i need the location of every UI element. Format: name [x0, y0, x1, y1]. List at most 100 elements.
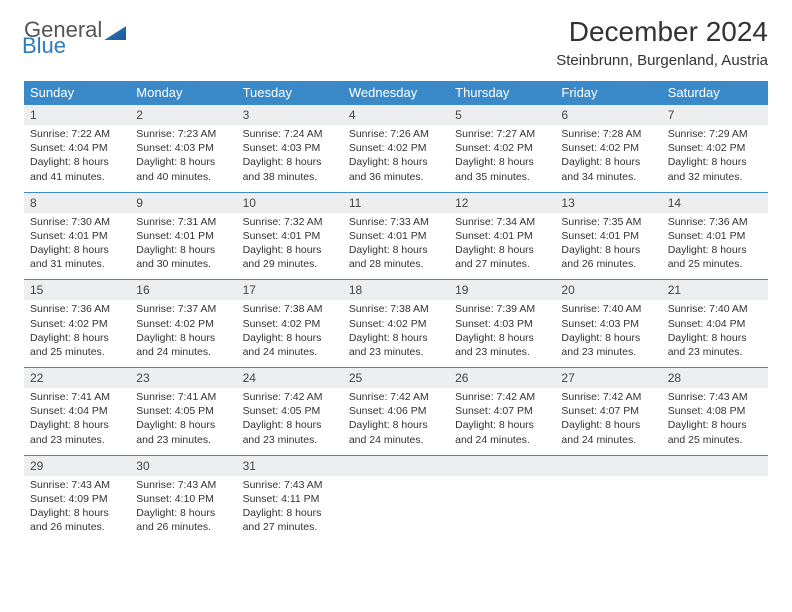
sunrise-line: Sunrise: 7:42 AM — [455, 390, 549, 404]
sunrise-line: Sunrise: 7:37 AM — [136, 302, 230, 316]
day-number: 26 — [449, 368, 555, 388]
day-number: 31 — [237, 456, 343, 476]
day-number: 16 — [130, 280, 236, 300]
sunset-line: Sunset: 4:02 PM — [561, 141, 655, 155]
day-info-cell: Sunrise: 7:40 AMSunset: 4:04 PMDaylight:… — [662, 300, 768, 367]
sunset-line: Sunset: 4:03 PM — [243, 141, 337, 155]
daylight-line: Daylight: 8 hours and 25 minutes. — [668, 418, 762, 446]
daylight-line: Daylight: 8 hours and 38 minutes. — [243, 155, 337, 183]
day-info-cell: Sunrise: 7:42 AMSunset: 4:05 PMDaylight:… — [237, 388, 343, 455]
sunset-line: Sunset: 4:01 PM — [136, 229, 230, 243]
day-number: 7 — [662, 105, 768, 125]
day-number-cell: 1 — [24, 105, 130, 126]
day-number-cell: 30 — [130, 455, 236, 476]
daylight-line: Daylight: 8 hours and 25 minutes. — [30, 331, 124, 359]
day-info-cell: Sunrise: 7:29 AMSunset: 4:02 PMDaylight:… — [662, 125, 768, 192]
daylight-line: Daylight: 8 hours and 25 minutes. — [668, 243, 762, 271]
day-number-cell: 25 — [343, 368, 449, 389]
day-info-cell: Sunrise: 7:23 AMSunset: 4:03 PMDaylight:… — [130, 125, 236, 192]
header: General Blue December 2024 Steinbrunn, B… — [24, 16, 768, 69]
daylight-line: Daylight: 8 hours and 23 minutes. — [243, 418, 337, 446]
day-number: 3 — [237, 105, 343, 125]
sunset-line: Sunset: 4:07 PM — [561, 404, 655, 418]
sunrise-line: Sunrise: 7:24 AM — [243, 127, 337, 141]
day-number-cell: 16 — [130, 280, 236, 301]
sunset-line: Sunset: 4:03 PM — [561, 317, 655, 331]
day-info-cell: Sunrise: 7:41 AMSunset: 4:05 PMDaylight:… — [130, 388, 236, 455]
brand-logo: General Blue — [24, 20, 126, 56]
calendar-table: Sunday Monday Tuesday Wednesday Thursday… — [24, 81, 768, 542]
daylight-line: Daylight: 8 hours and 23 minutes. — [30, 418, 124, 446]
sunrise-line: Sunrise: 7:27 AM — [455, 127, 549, 141]
day-number-row: 1234567 — [24, 105, 768, 126]
day-number-cell: 10 — [237, 192, 343, 213]
weekday-header: Sunday — [24, 81, 130, 105]
day-info-cell: Sunrise: 7:36 AMSunset: 4:01 PMDaylight:… — [662, 213, 768, 280]
day-number-cell: 21 — [662, 280, 768, 301]
sunrise-line: Sunrise: 7:35 AM — [561, 215, 655, 229]
weekday-header: Monday — [130, 81, 236, 105]
daylight-line: Daylight: 8 hours and 23 minutes. — [455, 331, 549, 359]
day-number-row: 293031 — [24, 455, 768, 476]
day-number-cell: 19 — [449, 280, 555, 301]
sunset-line: Sunset: 4:02 PM — [349, 141, 443, 155]
sunset-line: Sunset: 4:01 PM — [455, 229, 549, 243]
sunset-line: Sunset: 4:10 PM — [136, 492, 230, 506]
day-number-cell: 9 — [130, 192, 236, 213]
day-number: 25 — [343, 368, 449, 388]
daylight-line: Daylight: 8 hours and 26 minutes. — [136, 506, 230, 534]
day-number-cell: 26 — [449, 368, 555, 389]
day-info-cell — [555, 476, 661, 543]
day-number-cell: 28 — [662, 368, 768, 389]
weekday-header: Wednesday — [343, 81, 449, 105]
day-number: 24 — [237, 368, 343, 388]
day-number-cell: 3 — [237, 105, 343, 126]
day-number: 23 — [130, 368, 236, 388]
day-number: 15 — [24, 280, 130, 300]
daylight-line: Daylight: 8 hours and 24 minutes. — [561, 418, 655, 446]
weekday-header: Thursday — [449, 81, 555, 105]
sunset-line: Sunset: 4:05 PM — [136, 404, 230, 418]
day-number-cell: 6 — [555, 105, 661, 126]
daylight-line: Daylight: 8 hours and 26 minutes. — [30, 506, 124, 534]
day-info-cell: Sunrise: 7:35 AMSunset: 4:01 PMDaylight:… — [555, 213, 661, 280]
daylight-line: Daylight: 8 hours and 23 minutes. — [668, 331, 762, 359]
sunset-line: Sunset: 4:03 PM — [455, 317, 549, 331]
sunset-line: Sunset: 4:02 PM — [349, 317, 443, 331]
day-number: 14 — [662, 193, 768, 213]
sunrise-line: Sunrise: 7:43 AM — [243, 478, 337, 492]
day-info-row: Sunrise: 7:43 AMSunset: 4:09 PMDaylight:… — [24, 476, 768, 543]
day-number: 28 — [662, 368, 768, 388]
day-info-cell: Sunrise: 7:26 AMSunset: 4:02 PMDaylight:… — [343, 125, 449, 192]
day-info-row: Sunrise: 7:30 AMSunset: 4:01 PMDaylight:… — [24, 213, 768, 280]
sunset-line: Sunset: 4:02 PM — [455, 141, 549, 155]
day-number-cell — [449, 455, 555, 476]
daylight-line: Daylight: 8 hours and 27 minutes. — [243, 506, 337, 534]
sunrise-line: Sunrise: 7:42 AM — [561, 390, 655, 404]
day-number-cell: 4 — [343, 105, 449, 126]
day-number: 4 — [343, 105, 449, 125]
day-number-cell: 17 — [237, 280, 343, 301]
location-text: Steinbrunn, Burgenland, Austria — [556, 52, 768, 69]
sunset-line: Sunset: 4:06 PM — [349, 404, 443, 418]
day-number-cell: 27 — [555, 368, 661, 389]
daylight-line: Daylight: 8 hours and 41 minutes. — [30, 155, 124, 183]
day-info-cell: Sunrise: 7:38 AMSunset: 4:02 PMDaylight:… — [237, 300, 343, 367]
day-number: 10 — [237, 193, 343, 213]
daylight-line: Daylight: 8 hours and 23 minutes. — [561, 331, 655, 359]
sunrise-line: Sunrise: 7:23 AM — [136, 127, 230, 141]
day-number: 21 — [662, 280, 768, 300]
day-number-cell: 11 — [343, 192, 449, 213]
daylight-line: Daylight: 8 hours and 24 minutes. — [243, 331, 337, 359]
day-info-cell: Sunrise: 7:28 AMSunset: 4:02 PMDaylight:… — [555, 125, 661, 192]
daylight-line: Daylight: 8 hours and 24 minutes. — [349, 418, 443, 446]
sunset-line: Sunset: 4:08 PM — [668, 404, 762, 418]
daylight-line: Daylight: 8 hours and 31 minutes. — [30, 243, 124, 271]
sunset-line: Sunset: 4:11 PM — [243, 492, 337, 506]
day-number-cell: 13 — [555, 192, 661, 213]
day-info-cell: Sunrise: 7:33 AMSunset: 4:01 PMDaylight:… — [343, 213, 449, 280]
day-info-cell: Sunrise: 7:42 AMSunset: 4:06 PMDaylight:… — [343, 388, 449, 455]
day-info-cell: Sunrise: 7:27 AMSunset: 4:02 PMDaylight:… — [449, 125, 555, 192]
day-info-cell: Sunrise: 7:37 AMSunset: 4:02 PMDaylight:… — [130, 300, 236, 367]
sunset-line: Sunset: 4:09 PM — [30, 492, 124, 506]
